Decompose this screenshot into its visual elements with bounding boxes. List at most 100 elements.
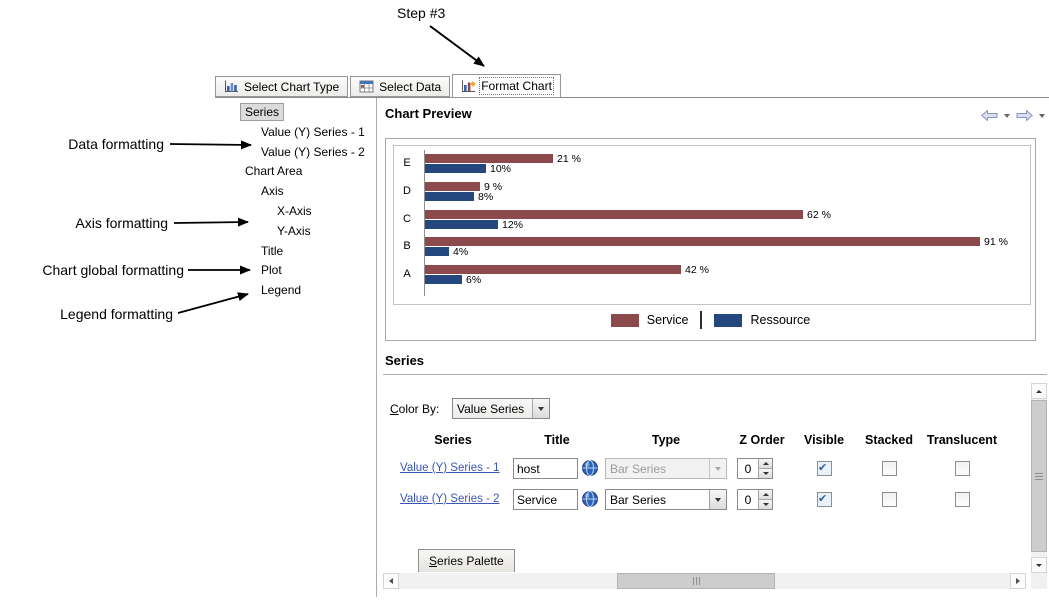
scroll-left-icon[interactable] (383, 573, 399, 589)
wizard-tab-bar: Select Chart Type Select Data (215, 73, 561, 98)
chart-preview-title: Chart Preview (385, 106, 472, 121)
spinner-up-icon[interactable] (759, 490, 772, 499)
tree-item-value-y-series-2[interactable]: Value (Y) Series - 2 (215, 143, 376, 163)
series-1-stacked-checkbox[interactable] (882, 461, 897, 476)
chart-type-icon (224, 80, 239, 93)
forward-button[interactable] (1016, 110, 1033, 121)
back-button[interactable] (981, 110, 998, 121)
legend-swatch-service (610, 313, 639, 327)
spinner-up-icon[interactable] (759, 459, 772, 468)
spinner-down-icon[interactable] (759, 468, 772, 478)
category-label-e: E (403, 157, 411, 169)
bar-label-service-c: 62 % (807, 208, 831, 221)
col-header-translucent: Translucent (926, 433, 998, 447)
chart-legend: Service Ressource (386, 311, 1035, 329)
tree-item-label[interactable]: Value (Y) Series - 1 (261, 124, 365, 139)
tree-item-label[interactable]: Y-Axis (277, 223, 311, 238)
tree-item-y-axis[interactable]: Y-Axis (215, 222, 376, 242)
annotation-axis-formatting: Axis formatting (75, 215, 168, 231)
color-by-label: Color By: (390, 402, 440, 416)
annotation-legend-formatting: Legend formatting (60, 306, 173, 322)
chevron-down-icon (532, 399, 549, 418)
series-2-title-input[interactable] (513, 489, 578, 510)
series-palette-tab[interactable]: Series Palette (418, 549, 515, 572)
chart-plot: E 21 % 10% D 9 % 8% C 62 % 12% B 91 % 4% A 42 % 6% (393, 145, 1031, 305)
scroll-up-icon[interactable] (1031, 383, 1047, 399)
bar-label-ressource-a: 6% (466, 274, 482, 287)
tree-item-plot[interactable]: Plot (215, 261, 376, 281)
horizontal-scrollbar-thumb[interactable] (617, 573, 775, 589)
series-1-zorder-value: 0 (744, 461, 752, 476)
back-dropdown-icon[interactable] (1004, 113, 1010, 118)
tab-label: Format Chart (479, 77, 554, 95)
series-2-type-select[interactable]: Bar Series (605, 489, 727, 510)
bar-service-d (425, 181, 480, 191)
tree-item-axis[interactable]: Axis (215, 182, 376, 202)
bar-label-ressource-e: 10% (490, 163, 512, 175)
tree-item-title[interactable]: Title (215, 242, 376, 262)
bar-label-service-b: 91 % (984, 236, 1008, 249)
tree-item-x-axis[interactable]: X-Axis (215, 202, 376, 222)
forward-dropdown-icon[interactable] (1039, 113, 1045, 118)
tree-item-value-y-series-1[interactable]: Value (Y) Series - 1 (215, 123, 376, 143)
scroll-down-icon[interactable] (1031, 557, 1047, 573)
preview-nav (981, 110, 1045, 121)
spinner-down-icon[interactable] (759, 499, 772, 509)
vertical-scrollbar-thumb[interactable] (1031, 400, 1047, 552)
tree-item-series[interactable]: Series (215, 103, 376, 123)
vertical-scrollbar[interactable] (1031, 383, 1047, 573)
category-label-b: B (403, 240, 411, 253)
scrollbar-corner (1031, 573, 1047, 589)
category-axis-line (424, 150, 425, 296)
series-1-link[interactable]: Value (Y) Series - 1 (400, 462, 500, 474)
series-section-title: Series (385, 353, 425, 368)
tab-label: Select Chart Type (244, 79, 340, 94)
series-1-translucent-checkbox[interactable] (955, 461, 970, 476)
tab-select-chart-type[interactable]: Select Chart Type (215, 76, 349, 97)
series-1-title-input[interactable] (513, 458, 578, 479)
tree-item-label[interactable]: Title (261, 243, 284, 258)
tree-item-label[interactable]: Plot (261, 263, 282, 278)
bar-ressource-a (425, 275, 462, 285)
series-2-visible-checkbox[interactable] (817, 492, 832, 507)
tree-item-label[interactable]: Value (Y) Series - 2 (261, 144, 365, 159)
step-annotation: Step #3 (397, 5, 446, 21)
category-label-d: D (403, 184, 411, 197)
bar-label-service-d: 9 % (484, 180, 503, 193)
tree-item-label[interactable]: X-Axis (277, 203, 312, 218)
series-2-stacked-checkbox[interactable] (882, 492, 897, 507)
legend-swatch-ressource (714, 313, 743, 327)
category-label-a: A (403, 268, 411, 281)
horizontal-scrollbar[interactable] (383, 573, 1026, 589)
tree-item-label[interactable]: Legend (261, 283, 302, 298)
scroll-right-icon[interactable] (1010, 573, 1026, 589)
series-palette-label: Series Palette (429, 554, 504, 568)
tree-item-label[interactable]: Chart Area (245, 164, 303, 179)
data-table-icon (359, 80, 374, 93)
tree-item-label[interactable]: Axis (261, 184, 284, 199)
chart-preview-box: E 21 % 10% D 9 % 8% C 62 % 12% B 91 % 4% A 42 % 6% Ser… (385, 138, 1036, 341)
bar-label-ressource-b: 4% (453, 246, 469, 259)
spinner-buttons (758, 490, 772, 509)
tabbar-underline (215, 97, 1049, 98)
series-2-globe-button[interactable] (581, 490, 599, 508)
series-2-translucent-checkbox[interactable] (955, 492, 970, 507)
series-1-zorder-spinner[interactable]: 0 (737, 458, 773, 479)
tree-item-legend[interactable]: Legend (215, 281, 376, 301)
series-1-visible-checkbox[interactable] (817, 461, 832, 476)
series-1-globe-button[interactable] (581, 459, 599, 477)
bar-label-service-e: 21 % (557, 153, 581, 165)
tree-item-chart-area[interactable]: Chart Area (215, 162, 376, 182)
legend-label-service: Service (646, 313, 689, 327)
series-2-zorder-spinner[interactable]: 0 (737, 489, 773, 510)
series-1-type-select[interactable]: Bar Series (605, 458, 727, 479)
tree-item-label[interactable]: Series (240, 103, 285, 121)
color-by-select[interactable]: Value Series (452, 398, 550, 419)
bar-service-e (425, 154, 553, 163)
series-2-link[interactable]: Value (Y) Series - 2 (400, 493, 500, 505)
spinner-buttons (758, 459, 772, 478)
bar-service-b (425, 237, 980, 247)
col-header-series: Series (434, 433, 472, 447)
tab-format-chart[interactable]: Format Chart (452, 74, 561, 98)
tab-select-data[interactable]: Select Data (350, 76, 451, 97)
